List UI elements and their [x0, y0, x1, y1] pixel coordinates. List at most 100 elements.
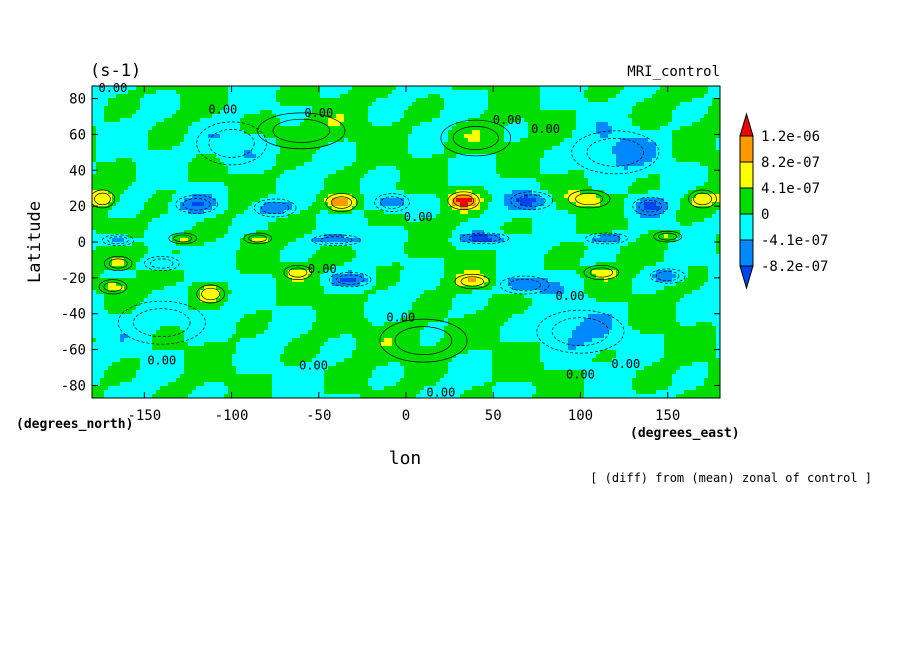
field-cell [148, 122, 153, 127]
field-cell [256, 138, 261, 143]
field-cell [400, 162, 405, 167]
field-cell [664, 154, 669, 159]
field-cell [452, 194, 457, 199]
field-cell [312, 90, 317, 95]
field-cell [512, 166, 517, 171]
field-cell [100, 130, 105, 135]
field-cell [512, 186, 517, 191]
field-cell [424, 146, 429, 151]
field-cell [624, 198, 629, 203]
field-cell [324, 162, 329, 167]
field-cell [452, 190, 457, 195]
field-cell [436, 194, 441, 199]
field-cell [696, 150, 701, 155]
field-cell [672, 90, 677, 95]
field-cell [476, 122, 481, 127]
field-cell [508, 126, 513, 131]
field-cell [624, 174, 629, 179]
field-cell [96, 178, 101, 183]
field-cell [544, 154, 549, 159]
field-cell [480, 170, 485, 175]
field-cell [640, 170, 645, 175]
field-cell [312, 106, 317, 111]
field-cell [668, 174, 673, 179]
field-cell [548, 106, 553, 111]
field-cell [100, 122, 105, 127]
field-cell [664, 158, 669, 163]
field-cell [648, 190, 653, 195]
field-cell [304, 102, 309, 107]
field-cell [368, 162, 373, 167]
field-cell [364, 90, 369, 95]
field-cell [280, 210, 285, 215]
field-cell [300, 110, 305, 115]
field-cell [468, 94, 473, 99]
field-cell [292, 154, 297, 159]
field-cell [196, 86, 201, 91]
field-cell [504, 86, 509, 91]
field-cell [624, 202, 629, 207]
field-cell [192, 94, 197, 99]
field-cell [616, 162, 621, 167]
field-cell [676, 106, 681, 111]
field-cell [384, 186, 389, 191]
field-cell [588, 202, 593, 207]
field-cell [140, 202, 145, 207]
field-cell [676, 194, 681, 199]
field-cell [684, 166, 689, 171]
field-cell [168, 106, 173, 111]
field-cell [228, 110, 233, 115]
field-cell [220, 182, 225, 187]
field-cell [604, 154, 609, 159]
field-cell [432, 98, 437, 103]
field-cell [144, 170, 149, 175]
field-cell [196, 158, 201, 163]
field-cell [644, 146, 649, 151]
field-cell [144, 122, 149, 127]
field-cell [680, 158, 685, 163]
field-cell [548, 110, 553, 115]
field-cell [520, 90, 525, 95]
field-cell [212, 126, 217, 131]
field-cell [576, 170, 581, 175]
field-cell [260, 90, 265, 95]
field-cell [284, 122, 289, 127]
field-cell [496, 162, 501, 167]
field-cell [144, 182, 149, 187]
field-cell [152, 106, 157, 111]
field-cell [540, 166, 545, 171]
field-cell [584, 210, 589, 215]
field-cell [624, 118, 629, 123]
field-cell [112, 142, 117, 147]
field-cell [500, 122, 505, 127]
field-cell [240, 138, 245, 143]
field-cell [192, 174, 197, 179]
field-cell [168, 162, 173, 167]
field-cell [364, 114, 369, 119]
field-cell [172, 182, 177, 187]
field-cell [520, 198, 525, 203]
field-cell [604, 130, 609, 135]
field-cell [416, 110, 421, 115]
field-cell [688, 174, 693, 179]
field-cell [336, 98, 341, 103]
field-cell [712, 106, 717, 111]
field-cell [248, 198, 253, 203]
field-cell [308, 110, 313, 115]
field-cell [224, 178, 229, 183]
field-cell [464, 198, 469, 203]
field-cell [560, 86, 565, 91]
field-cell [304, 110, 309, 115]
field-cell [412, 210, 417, 215]
field-cell [372, 102, 377, 107]
field-cell [548, 146, 553, 151]
field-cell [584, 122, 589, 127]
field-cell [184, 86, 189, 91]
field-cell [680, 178, 685, 183]
field-cell [184, 166, 189, 171]
field-cell [512, 110, 517, 115]
field-cell [532, 86, 537, 91]
field-cell [648, 186, 653, 191]
field-cell [316, 166, 321, 171]
field-cell [340, 114, 345, 119]
